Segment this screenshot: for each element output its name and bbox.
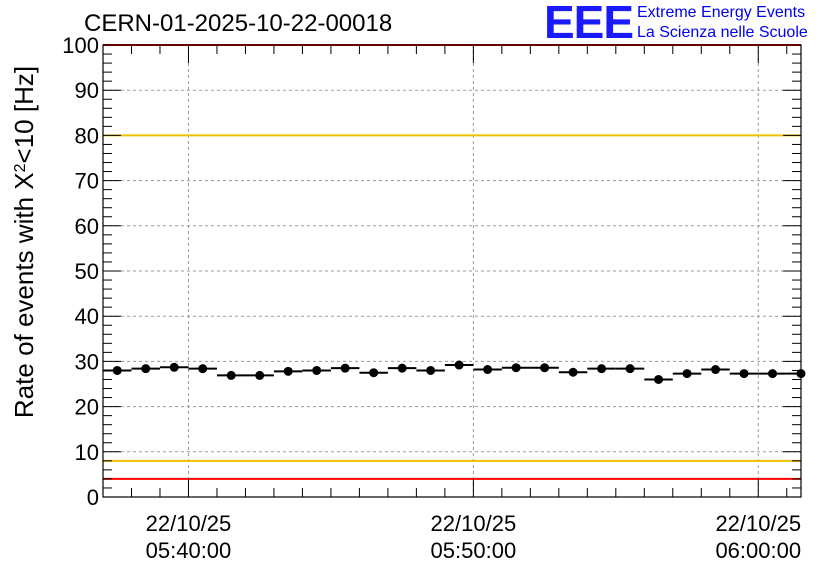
data-point [169,362,179,372]
axes: 010203040506070809010022/10/2505:40:0022… [62,33,802,563]
data-point [739,369,749,379]
data-point [540,363,550,373]
x-tick-label-time: 06:00:00 [715,538,801,563]
data-point [226,370,236,380]
y-tick-label: 100 [62,33,99,58]
reference-lines [103,44,801,480]
grid-layer [103,45,801,497]
x-tick-label-time: 05:50:00 [431,538,517,563]
y-tick-label: 70 [75,169,99,194]
data-point [112,365,122,375]
data-point [454,360,464,370]
data-series [103,360,806,384]
data-point [369,368,379,378]
data-point [483,365,493,375]
data-point [141,364,151,374]
y-axis-label-symbol: X [9,172,39,189]
data-point [397,363,407,373]
y-axis-label-base: Rate of events with [9,190,39,418]
y-axis-label: Rate of events with X2<10 [Hz] [9,66,39,418]
data-point [255,370,265,380]
x-tick-label-time: 05:40:00 [146,538,232,563]
data-point [682,369,692,379]
x-tick-label-date: 22/10/25 [715,511,801,536]
y-axis-label-tail: <10 [Hz] [9,66,39,164]
data-point [198,364,208,374]
data-point [312,365,322,375]
data-point [426,365,436,375]
x-tick-label-date: 22/10/25 [146,511,232,536]
y-tick-label: 10 [75,440,99,465]
data-point [340,363,350,373]
y-tick-label: 90 [75,78,99,103]
x-tick-label-date: 22/10/25 [431,511,517,536]
y-tick-label: 30 [75,349,99,374]
y-tick-label: 0 [87,485,99,510]
y-axis-label-sup: 2 [12,163,29,172]
data-point [625,364,635,374]
plot-frame [102,44,802,498]
data-point [711,365,721,375]
logo-line-1: Extreme Energy Events [637,4,806,21]
y-tick-label: 50 [75,259,99,284]
y-tick-label: 20 [75,395,99,420]
data-point [768,369,778,379]
data-point [796,369,806,379]
data-point [597,364,607,374]
data-point [511,363,521,373]
data-point [283,366,293,376]
data-point [568,367,578,377]
y-tick-label: 60 [75,214,99,239]
logo-line-2: La Scienza nelle Scuole [637,24,808,41]
data-point [654,374,664,384]
y-tick-label: 40 [75,304,99,329]
eee-logo: EEE [544,0,634,48]
y-tick-label: 80 [75,123,99,148]
run-title: CERN-01-2025-10-22-00018 [84,10,393,37]
